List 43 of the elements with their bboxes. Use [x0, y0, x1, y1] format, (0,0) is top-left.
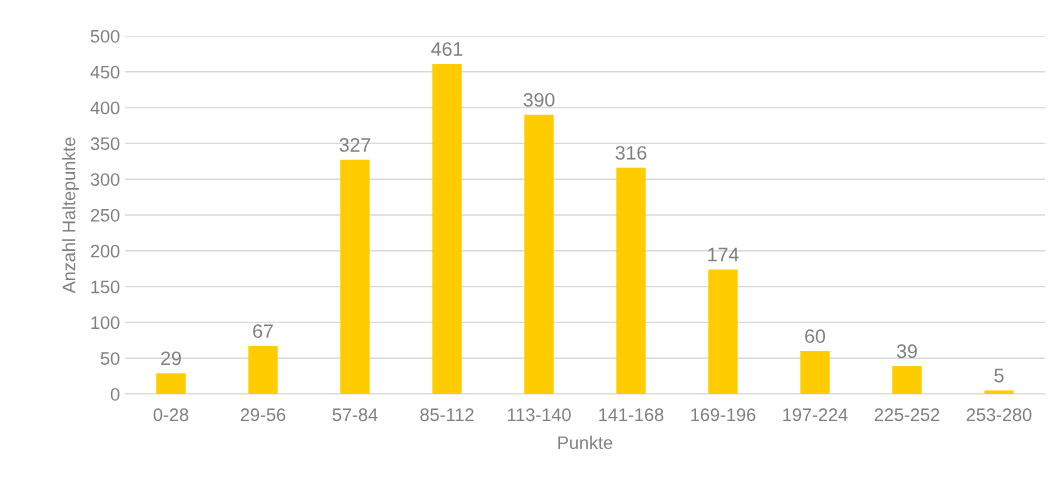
y-tick-label: 200: [90, 244, 120, 258]
data-label: 39: [896, 344, 917, 359]
bar: [892, 366, 922, 394]
bar: [984, 390, 1014, 394]
y-tick-label: 150: [91, 280, 120, 294]
bar: [340, 159, 370, 394]
y-tick-label: 50: [100, 352, 120, 365]
bar: [248, 346, 278, 394]
bar: [432, 63, 462, 394]
y-tick-label: 0: [110, 387, 120, 401]
x-tick-label: 85-112: [420, 408, 474, 422]
x-tick-label: 57-84: [332, 408, 378, 422]
data-label: 67: [253, 324, 273, 339]
data-label: 174: [708, 247, 739, 262]
x-tick-label: 0-28: [153, 408, 189, 422]
bar: [524, 114, 554, 394]
data-label: 29: [161, 351, 181, 366]
x-tick-label: 29-56: [240, 408, 286, 422]
data-label: 390: [523, 92, 555, 107]
bar: [800, 351, 830, 394]
y-tick-label: 300: [90, 173, 120, 186]
x-tick-label: 141-168: [599, 408, 664, 422]
data-label: 461: [431, 42, 463, 56]
data-label: 5: [994, 368, 1004, 383]
x-tick-label: 225-252: [874, 408, 940, 422]
y-tick-label: 400: [90, 101, 120, 115]
data-label: 60: [805, 329, 826, 344]
bar: [156, 373, 186, 394]
x-tick-label: 169-196: [691, 408, 756, 422]
y-tick-label: 250: [90, 208, 120, 222]
y-axis-title: Anzahl Haltepunkte: [62, 137, 79, 294]
y-tick-label: 500: [90, 29, 120, 43]
data-label: 316: [615, 145, 647, 160]
y-tick-label: 350: [90, 137, 120, 151]
bar: [708, 269, 738, 394]
x-tick-label: 253-280: [966, 408, 1032, 422]
x-tick-label: 197-224: [783, 408, 848, 422]
data-label: 327: [339, 138, 371, 152]
bar: [616, 167, 646, 394]
x-tick-label: 113-140: [507, 408, 571, 422]
y-tick-label: 450: [90, 65, 120, 79]
y-tick-label: 100: [91, 316, 120, 330]
x-axis-title: Punkte: [558, 435, 613, 450]
